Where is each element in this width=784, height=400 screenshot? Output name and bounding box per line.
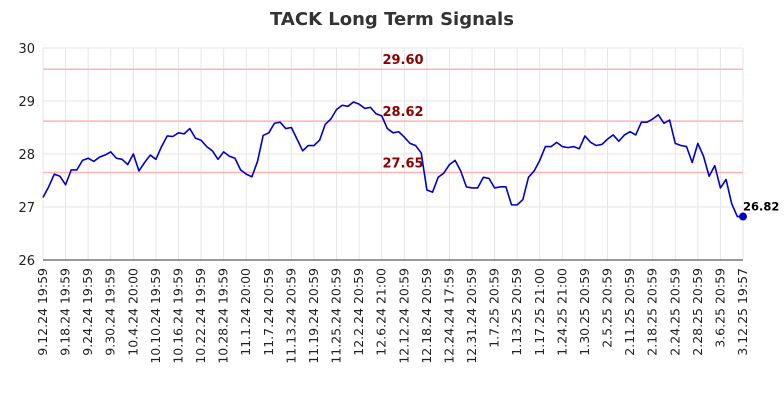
y-tick-label: 29 bbox=[18, 95, 35, 110]
x-tick-label: 1.24.25 21:00 bbox=[554, 268, 569, 356]
axis-layer: 26 27 28 29 30 9.12.24 19:59 9.18.24 19:59 9.24… bbox=[18, 42, 750, 364]
x-tick-label: 3.12.25 19:57 bbox=[735, 268, 750, 356]
grid-layer bbox=[42, 47, 744, 261]
x-tick-label: 10.4.24 20:00 bbox=[125, 268, 140, 356]
x-tick-label: 2.28.25 20:59 bbox=[690, 268, 705, 356]
y-tick-label: 28 bbox=[18, 148, 35, 163]
y-tick-label: 26 bbox=[18, 254, 35, 269]
reference-lines bbox=[43, 68, 743, 174]
x-tick-label: 10.22.24 19:59 bbox=[193, 268, 208, 364]
last-value-label: 26.82 bbox=[743, 200, 779, 214]
x-tick-label: 11.19.24 20:59 bbox=[306, 268, 321, 364]
series-layer bbox=[42, 101, 747, 221]
x-tick-label: 12.2.24 20:59 bbox=[351, 268, 366, 356]
y-tick-label: 27 bbox=[18, 201, 35, 216]
x-tick-label: 2.5.25 20:59 bbox=[600, 268, 615, 348]
reference-label: 29.60 bbox=[382, 53, 423, 68]
x-tick-label: 11.1.24 20:00 bbox=[238, 268, 253, 356]
x-tick-label: 9.12.24 19:59 bbox=[35, 268, 50, 356]
x-tick-label: 12.31.24 20:59 bbox=[464, 268, 479, 364]
x-tick-label: 2.11.25 20:59 bbox=[622, 268, 637, 356]
x-tick-label: 10.10.24 19:59 bbox=[148, 268, 163, 364]
reference-label: 28.62 bbox=[382, 105, 423, 120]
x-tick-label: 2.18.25 20:59 bbox=[645, 268, 660, 356]
x-tick-label: 12.18.24 20:59 bbox=[419, 268, 434, 364]
x-tick-label: 12.12.24 20:59 bbox=[396, 268, 411, 364]
label-layer: 29.60 28.62 27.65 26.82 bbox=[382, 53, 779, 213]
x-tick-label: 9.24.24 19:59 bbox=[80, 268, 95, 356]
last-point-marker bbox=[739, 212, 747, 221]
reference-label: 27.65 bbox=[382, 157, 423, 172]
x-tick-label: 2.24.25 20:59 bbox=[667, 268, 682, 356]
y-tick-label: 30 bbox=[18, 42, 35, 57]
x-tick-label: 3.6.25 20:59 bbox=[712, 268, 727, 348]
x-tick-label: 1.30.25 20:59 bbox=[577, 268, 592, 356]
x-tick-label: 12.6.24 21:00 bbox=[374, 268, 389, 356]
x-tick-label: 9.30.24 19:59 bbox=[103, 268, 118, 356]
x-tick-label: 10.28.24 19:59 bbox=[216, 268, 231, 364]
x-tick-label: 11.13.24 20:59 bbox=[283, 268, 298, 364]
x-tick-label: 12.24.24 17:59 bbox=[441, 268, 456, 364]
x-tick-label: 10.16.24 19:59 bbox=[170, 268, 185, 364]
chart-title: TACK Long Term Signals bbox=[270, 9, 514, 30]
x-tick-label: 9.18.24 19:59 bbox=[58, 268, 73, 356]
series-line bbox=[42, 101, 743, 218]
x-tick-label: 1.7.25 20:59 bbox=[487, 268, 502, 348]
x-tick-label: 11.25.24 20:59 bbox=[329, 268, 344, 364]
x-tick-label: 11.7.24 20:59 bbox=[261, 268, 276, 356]
x-tick-label: 1.17.25 21:00 bbox=[532, 268, 547, 356]
x-tick-label: 1.13.25 20:59 bbox=[509, 268, 524, 356]
